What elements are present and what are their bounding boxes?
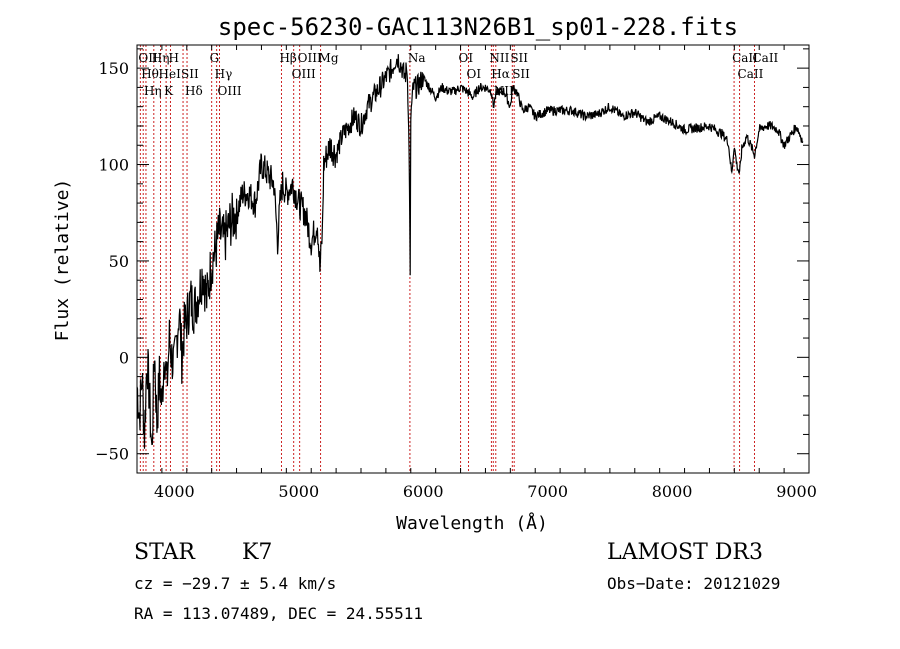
marker-label-24: CaII	[732, 51, 758, 65]
marker-label-0: OII	[138, 51, 158, 65]
marker-label-11: OIII	[218, 84, 242, 98]
marker-label-2: Hη	[144, 84, 162, 98]
x-tick-label: 6000	[403, 482, 444, 501]
redshift-velocity: cz = −29.7 ± 5.4 km/s	[134, 574, 337, 593]
x-tick-label: 9000	[776, 482, 817, 501]
y-tick-label: 150	[98, 59, 129, 78]
x-tick-label: 4000	[154, 482, 195, 501]
chart-title: spec-56230-GAC113N26B1_sp01-228.fits	[218, 13, 738, 41]
plot-frame	[136, 44, 810, 474]
marker-label-4: HeI	[159, 67, 182, 81]
marker-label-17: OI	[459, 51, 474, 65]
y-tick-label: 0	[119, 348, 129, 367]
marker-label-13: OIII	[292, 67, 316, 81]
coordinates: RA = 113.07489, DEC = 24.55511	[134, 604, 423, 623]
marker-label-26: CaII	[752, 51, 778, 65]
y-tick-label: 100	[98, 156, 129, 175]
x-tick-label: 8000	[652, 482, 693, 501]
marker-label-7: SII	[181, 67, 199, 81]
emission-line-markers	[139, 45, 755, 473]
marker-label-9: G	[210, 51, 220, 65]
marker-label-15: Mg	[319, 51, 339, 65]
marker-label-16: Na	[408, 51, 426, 65]
marker-label-6: H	[168, 51, 178, 65]
marker-label-23: SII	[512, 67, 530, 81]
y-axis-ticks: −50 0 50 100 150	[95, 48, 809, 474]
marker-label-12: Hβ	[279, 51, 296, 65]
marker-label-25: CaII	[738, 67, 764, 81]
marker-label-10: Hγ	[215, 67, 233, 81]
y-tick-label: −50	[95, 445, 129, 464]
object-subclass: K7	[242, 540, 273, 565]
y-tick-label: 50	[109, 252, 129, 271]
marker-label-14: OIII	[298, 51, 322, 65]
x-axis-ticks: 4000 5000 6000 7000 8000 9000	[136, 45, 817, 501]
x-tick-label: 5000	[278, 482, 319, 501]
marker-label-8: Hδ	[185, 84, 203, 98]
survey-name: LAMOST DR3	[607, 540, 763, 565]
marker-label-5: K	[164, 84, 174, 98]
marker-label-3: Hη	[152, 51, 170, 65]
observation-date: Obs−Date: 20121029	[607, 574, 781, 593]
marker-label-22: SII	[510, 51, 528, 65]
marker-label-1: Hθ	[141, 67, 159, 81]
y-axis-label: Flux (relative)	[52, 179, 73, 342]
spectrum-line	[136, 54, 804, 449]
object-class: STAR	[134, 540, 195, 565]
marker-label-19: NII	[489, 51, 509, 65]
marker-label-18: OI	[467, 67, 482, 81]
x-axis-label: Wavelength (Å)	[396, 512, 548, 534]
x-tick-label: 7000	[527, 482, 568, 501]
marker-label-20: Hα	[491, 67, 510, 81]
